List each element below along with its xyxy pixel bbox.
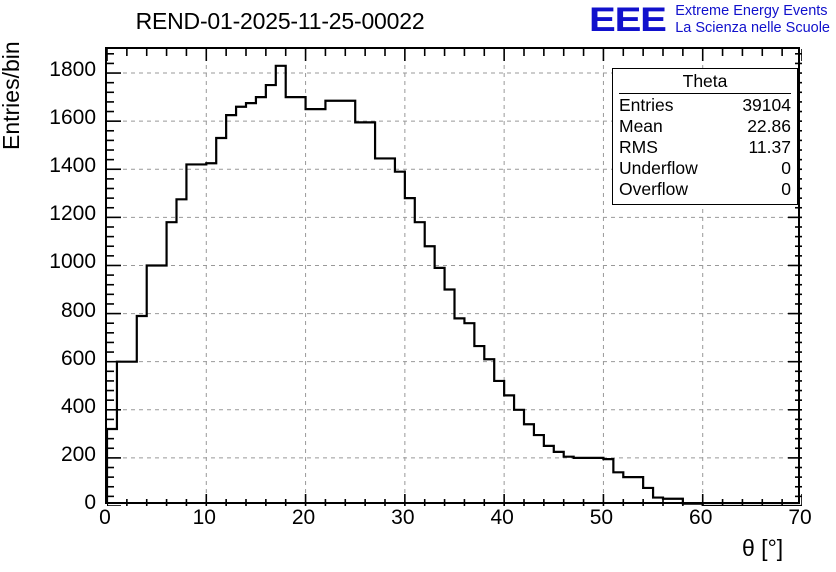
y-tick-label: 600	[60, 346, 96, 370]
stats-row-value: 11.37	[748, 137, 792, 157]
x-tick-label: 50	[589, 506, 614, 529]
eee-logo-mark: EEE	[589, 1, 667, 39]
y-tick-label: 0	[84, 491, 96, 514]
x-tick-label: 0	[99, 506, 111, 529]
stats-row: Overflow 0	[619, 179, 791, 200]
y-tick-label: 1000	[49, 250, 96, 274]
stats-row-key: Mean	[619, 116, 663, 136]
stats-row-key: RMS	[619, 137, 658, 157]
x-tick-label: 70	[788, 506, 812, 529]
stats-row-key: Underflow	[619, 158, 698, 178]
stats-rows: Entries 39104 Mean 22.86 RMS 11.37 Underflow 0 O…	[619, 95, 791, 200]
y-tick-label: 1600	[49, 106, 96, 130]
stats-row: Mean 22.86	[619, 116, 791, 137]
y-tick-label: 200	[60, 442, 96, 466]
stats-row-value: 0	[781, 158, 791, 178]
x-tick-label: 20	[291, 506, 316, 529]
stats-row-key: Overflow	[619, 179, 689, 199]
eee-logo-line1: Extreme Energy Events	[675, 3, 828, 19]
y-tick-label: 1800	[49, 58, 96, 82]
stats-title: Theta	[619, 71, 791, 94]
stats-row: RMS 11.37	[619, 137, 791, 158]
x-tick-label: 40	[490, 506, 514, 529]
y-tick-label: 1400	[49, 154, 96, 178]
y-tick-label: 400	[60, 394, 96, 418]
x-tick-label: 60	[689, 506, 713, 529]
stats-row: Entries 39104	[619, 95, 791, 116]
stats-row-value: 0	[781, 179, 791, 199]
x-tick-label: 30	[391, 506, 415, 529]
histogram-series	[107, 64, 802, 506]
eee-logo: EEE Extreme Energy Events La Scienza nel…	[589, 3, 830, 37]
y-tick-label: 1200	[49, 202, 96, 226]
x-axis-label: θ [°]	[742, 535, 784, 561]
histogram-outline	[107, 64, 802, 506]
stats-box: Theta Entries 39104 Mean 22.86 RMS 11.37 Under…	[612, 68, 798, 205]
page-title: REND-01-2025-11-25-00022	[135, 8, 425, 34]
x-tick-label: 10	[192, 506, 216, 529]
y-tick-label: 800	[60, 298, 96, 322]
eee-logo-text: Extreme Energy Events La Scienza nelle S…	[675, 3, 830, 37]
stats-row-key: Entries	[619, 95, 674, 115]
stats-row-value: 22.86	[747, 116, 791, 136]
stats-row: Underflow 0	[619, 158, 791, 179]
eee-logo-line2: La Scienza nelle Scuole	[675, 20, 830, 36]
stats-row-value: 39104	[742, 95, 791, 115]
